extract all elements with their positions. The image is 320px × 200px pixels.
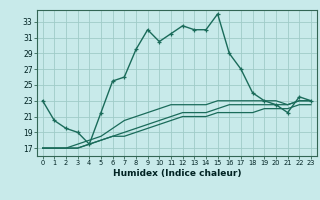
X-axis label: Humidex (Indice chaleur): Humidex (Indice chaleur) [113, 169, 241, 178]
